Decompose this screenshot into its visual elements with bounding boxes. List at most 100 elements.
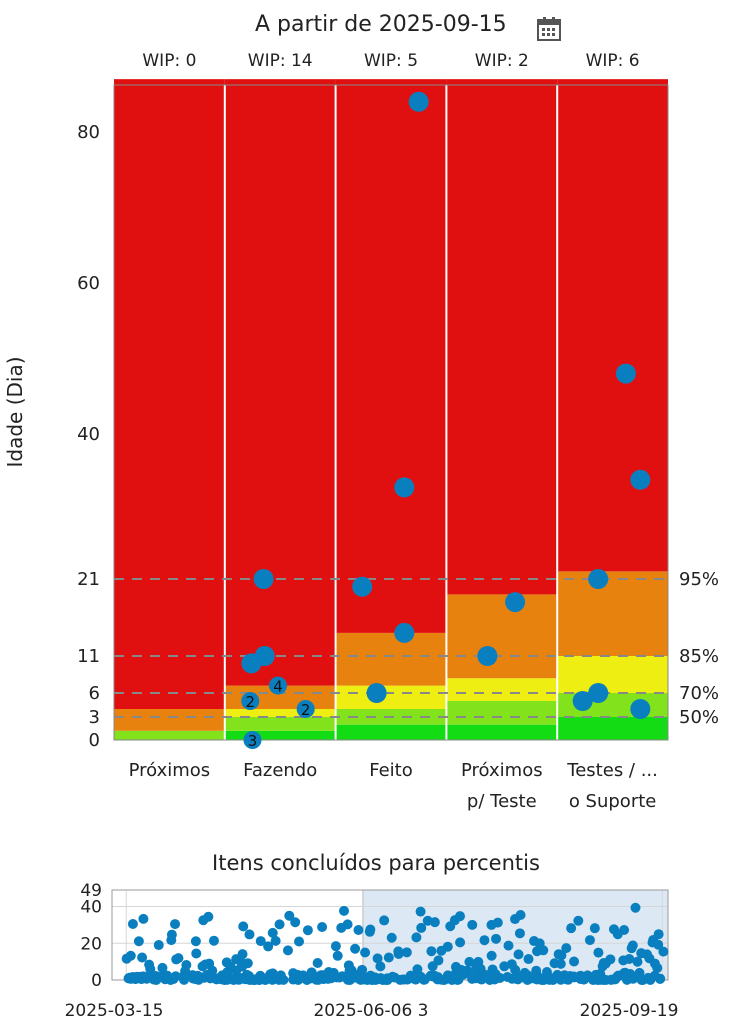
mini-point	[606, 974, 617, 985]
mini-point	[250, 974, 261, 985]
mini-point	[306, 967, 317, 978]
mini-point	[171, 954, 182, 965]
mini-point	[412, 969, 423, 980]
age-band	[224, 79, 336, 686]
mini-point	[284, 910, 295, 921]
mini-point	[240, 974, 251, 985]
mini-point	[556, 950, 567, 961]
mini-point	[649, 970, 660, 981]
mini-point	[359, 974, 370, 985]
percentile-label: 50%	[679, 707, 719, 728]
mini-point	[193, 974, 204, 985]
mini-point	[559, 970, 570, 981]
calendar-icon[interactable]	[535, 15, 563, 43]
mini-point	[190, 936, 201, 947]
mini-point	[121, 953, 132, 964]
mini-point	[130, 974, 141, 985]
mini-point	[462, 968, 473, 979]
mini-point	[658, 946, 669, 957]
mini-point	[588, 974, 599, 985]
mini-point	[503, 940, 514, 951]
mini-point	[179, 974, 190, 985]
mini-chart-title: Itens concluídos para percentis	[212, 851, 540, 875]
mini-point	[597, 961, 608, 972]
mini-point	[464, 956, 475, 967]
mini-point	[565, 970, 576, 981]
mini-point	[221, 957, 232, 968]
plot-border	[113, 84, 669, 741]
mini-point	[523, 973, 534, 984]
mini-point	[490, 969, 501, 980]
mini-point	[228, 973, 239, 984]
mini-point	[494, 972, 505, 983]
mini-point	[449, 915, 460, 926]
mini-point	[360, 947, 371, 958]
mini-point	[450, 961, 461, 972]
mini-point	[596, 972, 607, 983]
mini-point	[522, 974, 533, 985]
mini-point	[563, 971, 574, 982]
age-band	[335, 685, 447, 709]
mini-point	[415, 971, 426, 982]
age-band	[335, 79, 447, 633]
mini-point	[467, 973, 478, 984]
mini-point	[127, 972, 138, 983]
mini-point	[439, 974, 450, 985]
mini-point	[302, 925, 313, 936]
mini-point	[231, 970, 242, 981]
mini-point	[322, 973, 333, 984]
mini-point	[507, 973, 518, 984]
mini-point	[355, 974, 366, 985]
mini-point	[219, 974, 230, 985]
mini-point	[228, 974, 239, 985]
mini-point	[151, 974, 162, 985]
mini-point	[653, 939, 664, 950]
aging-point	[241, 692, 260, 710]
mini-point	[650, 958, 661, 969]
mini-point	[608, 924, 619, 935]
mini-point	[452, 974, 463, 985]
mini-point	[370, 974, 381, 985]
mini-point	[231, 954, 242, 965]
mini-point	[506, 959, 517, 970]
mini-point	[429, 917, 440, 928]
mini-point	[327, 971, 338, 982]
age-band	[557, 717, 668, 740]
aging-point	[572, 691, 593, 711]
mini-point	[375, 973, 386, 984]
mini-point	[457, 968, 468, 979]
mini-point	[645, 974, 656, 985]
mini-point	[613, 970, 624, 981]
mini-point	[199, 972, 210, 983]
aging-point	[630, 469, 651, 490]
age-band	[446, 701, 558, 725]
mini-point	[132, 971, 143, 982]
mini-point	[217, 970, 228, 981]
mini-point	[238, 921, 249, 932]
mini-point	[625, 968, 636, 979]
mini-point	[218, 974, 229, 985]
mini-plot-border	[111, 889, 669, 981]
mini-point	[166, 929, 177, 940]
mini-point	[491, 933, 502, 944]
y-tick-label: 6	[89, 683, 100, 704]
column-label: Próximos	[461, 760, 543, 781]
mini-point	[365, 924, 376, 935]
mini-point	[180, 966, 191, 977]
point-count-label: 2	[301, 701, 311, 719]
mini-point	[523, 954, 534, 965]
mini-point	[655, 973, 666, 984]
mini-point	[304, 973, 315, 984]
mini-point	[389, 972, 400, 983]
mini-point	[190, 974, 201, 985]
y-tick-label: 0	[89, 730, 100, 751]
selection-window	[362, 889, 669, 981]
mini-point	[357, 964, 368, 975]
mini-point	[292, 969, 303, 980]
mini-point	[590, 969, 601, 980]
mini-point	[561, 943, 572, 954]
mini-point	[471, 973, 482, 984]
mini-point	[612, 929, 623, 940]
mini-point	[418, 974, 429, 985]
mini-point	[325, 971, 336, 982]
